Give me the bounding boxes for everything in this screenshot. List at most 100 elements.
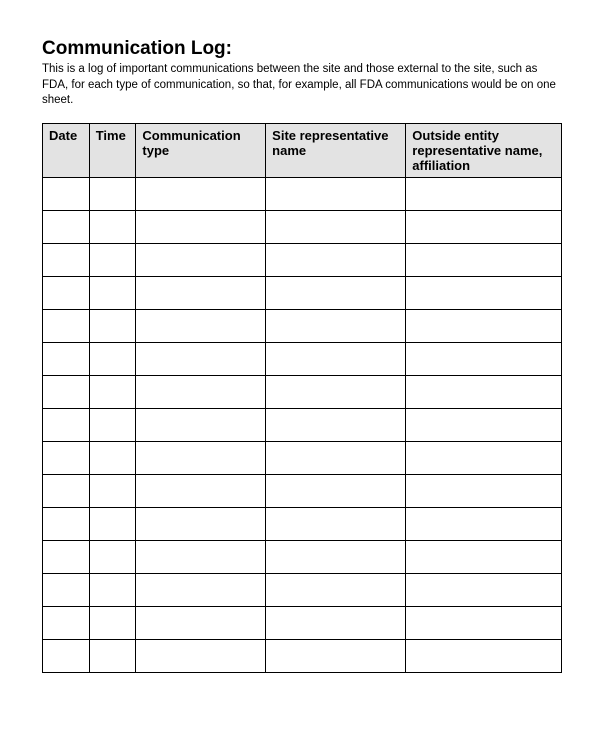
table-row (43, 573, 562, 606)
table-cell (43, 474, 90, 507)
table-cell (406, 342, 562, 375)
table-cell (266, 177, 406, 210)
table-cell (406, 573, 562, 606)
table-cell (136, 573, 266, 606)
table-cell (89, 441, 136, 474)
table-cell (89, 309, 136, 342)
table-cell (43, 441, 90, 474)
table-header-row: Date Time Communication type Site repres… (43, 123, 562, 177)
table-cell (266, 342, 406, 375)
table-cell (89, 177, 136, 210)
table-cell (43, 276, 90, 309)
table-cell (266, 210, 406, 243)
table-cell (43, 342, 90, 375)
table-cell (266, 276, 406, 309)
table-cell (266, 408, 406, 441)
table-cell (43, 408, 90, 441)
table-cell (89, 408, 136, 441)
table-cell (266, 606, 406, 639)
table-cell (89, 606, 136, 639)
table-row (43, 606, 562, 639)
table-cell (136, 309, 266, 342)
table-cell (89, 540, 136, 573)
table-cell (43, 507, 90, 540)
header-comm-type: Communication type (136, 123, 266, 177)
table-cell (136, 375, 266, 408)
table-cell (266, 573, 406, 606)
table-cell (406, 408, 562, 441)
table-cell (89, 342, 136, 375)
table-cell (406, 210, 562, 243)
table-cell (406, 606, 562, 639)
communication-log-table: Date Time Communication type Site repres… (42, 123, 562, 673)
table-cell (266, 243, 406, 276)
table-cell (266, 309, 406, 342)
table-cell (89, 243, 136, 276)
table-cell (266, 540, 406, 573)
table-cell (43, 639, 90, 672)
table-row (43, 540, 562, 573)
table-cell (43, 540, 90, 573)
table-row (43, 639, 562, 672)
table-cell (89, 375, 136, 408)
table-cell (406, 540, 562, 573)
table-cell (43, 177, 90, 210)
table-cell (406, 639, 562, 672)
table-cell (406, 309, 562, 342)
table-cell (136, 210, 266, 243)
table-cell (406, 474, 562, 507)
table-cell (89, 573, 136, 606)
table-row (43, 474, 562, 507)
table-cell (43, 606, 90, 639)
table-row (43, 210, 562, 243)
table-row (43, 342, 562, 375)
table-cell (136, 342, 266, 375)
table-cell (89, 276, 136, 309)
table-cell (89, 210, 136, 243)
header-outside-rep: Outside entity representative name, affi… (406, 123, 562, 177)
table-cell (136, 639, 266, 672)
table-cell (266, 375, 406, 408)
table-cell (266, 639, 406, 672)
table-cell (406, 276, 562, 309)
table-cell (136, 276, 266, 309)
table-cell (406, 375, 562, 408)
table-cell (43, 375, 90, 408)
table-row (43, 441, 562, 474)
table-cell (266, 441, 406, 474)
table-cell (136, 441, 266, 474)
table-row (43, 309, 562, 342)
table-cell (43, 309, 90, 342)
table-cell (406, 507, 562, 540)
table-cell (266, 507, 406, 540)
table-cell (406, 441, 562, 474)
table-cell (89, 639, 136, 672)
table-cell (136, 540, 266, 573)
table-cell (266, 474, 406, 507)
table-cell (406, 243, 562, 276)
table-cell (89, 507, 136, 540)
table-cell (136, 408, 266, 441)
page-title: Communication Log: (42, 38, 562, 60)
table-cell (89, 474, 136, 507)
table-row (43, 243, 562, 276)
header-time: Time (89, 123, 136, 177)
table-row (43, 276, 562, 309)
table-cell (136, 606, 266, 639)
table-row (43, 408, 562, 441)
table-cell (406, 177, 562, 210)
table-cell (136, 243, 266, 276)
table-cell (43, 573, 90, 606)
table-row (43, 177, 562, 210)
header-site-rep: Site representative name (266, 123, 406, 177)
table-cell (136, 507, 266, 540)
table-cell (43, 210, 90, 243)
table-row (43, 375, 562, 408)
table-row (43, 507, 562, 540)
table-cell (43, 243, 90, 276)
table-cell (136, 177, 266, 210)
table-body (43, 177, 562, 672)
header-date: Date (43, 123, 90, 177)
description-text: This is a log of important communication… (42, 62, 562, 109)
table-cell (136, 474, 266, 507)
